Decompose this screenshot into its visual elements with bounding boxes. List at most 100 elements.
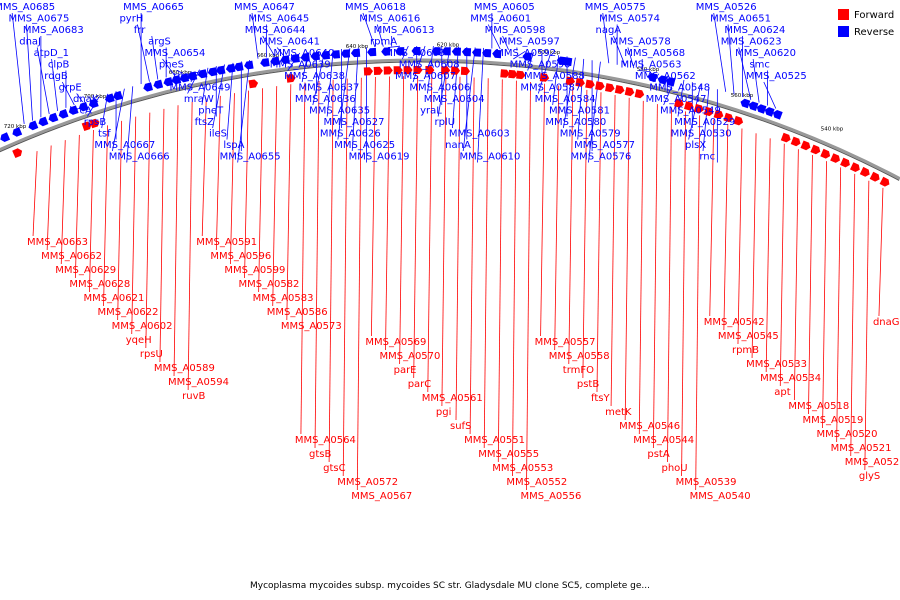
reverse-gene-label: MMS_A0644	[245, 25, 306, 36]
label-leader-line	[272, 86, 278, 307]
label-leader-line	[342, 78, 348, 477]
reverse-gene-arrow	[340, 49, 351, 58]
reverse-gene-label: MMS_A0683	[23, 25, 84, 36]
reverse-gene-label: rpmA	[370, 37, 397, 48]
label-leader-line	[779, 143, 785, 387]
forward-gene-label: rpsU	[140, 349, 163, 360]
forward-gene-label: parC	[408, 379, 432, 390]
reverse-gene-label: MMS_A0619	[349, 152, 410, 163]
forward-gene-label: pgi	[436, 407, 451, 418]
forward-gene-arrow	[403, 66, 413, 75]
forward-gene-arrow	[89, 118, 100, 129]
reverse-gene-label: frr	[134, 25, 146, 36]
reverse-gene-label: MMS_A0626	[320, 129, 381, 140]
reverse-gene-arrow	[756, 104, 767, 114]
genome-backbone	[0, 58, 900, 181]
reverse-gene-arrow	[215, 65, 226, 75]
label-leader-line	[258, 88, 264, 293]
reverse-gene-arrow	[78, 101, 89, 112]
label-leader-line	[540, 83, 545, 337]
reverse-gene-label: MMS_A0562	[635, 71, 696, 82]
map-caption: Mycoplasma mycoides subsp. mycoides SC s…	[250, 581, 650, 591]
forward-gene-label: glyS	[859, 471, 880, 482]
forward-gene-label: MMS_A0539	[676, 477, 737, 488]
label-leader-line	[262, 35, 276, 57]
legend-reverse-label: Reverse	[854, 27, 894, 38]
label-leader-line	[677, 79, 685, 117]
label-leader-line	[51, 58, 58, 111]
reverse-gene-label: MMS_A0577	[574, 140, 635, 151]
forward-gene-arrow	[286, 74, 296, 83]
forward-gene-label: MMS_A0594	[168, 377, 229, 388]
reverse-gene-label: lspA	[223, 140, 244, 151]
reverse-gene-label: MMS_A0651	[710, 14, 771, 25]
reverse-gene-arrow	[461, 48, 472, 57]
reverse-gene-arrow	[665, 77, 676, 87]
forward-gene-arrow	[614, 85, 625, 94]
label-leader-line	[850, 173, 856, 457]
label-leader-line	[751, 133, 757, 359]
tick-label: 640 kbp	[346, 44, 369, 50]
label-leader-line	[74, 134, 80, 279]
label-leader-line	[652, 104, 658, 449]
forward-gene-arrow	[684, 101, 694, 111]
reverse-gene-arrow	[270, 56, 280, 66]
label-leader-line	[681, 111, 686, 477]
label-leader-line	[112, 88, 125, 152]
label-leader-line	[513, 50, 526, 60]
forward-gene-arrow	[12, 148, 23, 158]
reverse-gene-label: dnaK	[73, 94, 99, 105]
reverse-gene-arrow	[207, 67, 218, 77]
reverse-gene-label: rpmF	[173, 71, 199, 82]
label-leader-line	[638, 100, 644, 435]
label-leader-line	[709, 119, 715, 317]
forward-gene-label: MMS_A0551	[464, 435, 525, 446]
reverse-gene-arrow	[197, 69, 208, 79]
label-leader-line	[577, 58, 585, 140]
label-leader-line	[151, 35, 159, 80]
reverse-gene-arrow	[290, 54, 300, 63]
label-leader-line	[864, 180, 870, 471]
forward-gene-arrow	[373, 66, 383, 75]
forward-gene-label: MMS_A0564	[295, 435, 356, 446]
reverse-gene-label: MMS_A0655	[220, 152, 281, 163]
legend-forward-label: Forward	[854, 10, 894, 21]
label-leader-line	[212, 64, 226, 129]
forward-gene-label: MMS_A0662	[41, 251, 102, 262]
label-leader-line	[627, 47, 635, 69]
reverse-gene-label: MMS_A0588	[524, 71, 585, 82]
label-leader-line	[251, 12, 259, 59]
forward-gene-arrow	[441, 66, 451, 75]
forward-gene-arrow	[383, 66, 393, 75]
forward-gene-label: dnaG	[873, 317, 900, 328]
reverse-gene-label: MMS_A0581	[549, 106, 610, 117]
legend-reverse-swatch	[838, 26, 849, 37]
forward-gene-arrow	[363, 67, 373, 76]
reverse-gene-label: ileS	[209, 129, 227, 140]
forward-gene-label: MMS_A0591	[196, 237, 257, 248]
forward-gene-arrow	[634, 89, 645, 99]
reverse-gene-label: plsX	[685, 140, 706, 151]
label-leader-line	[822, 161, 827, 429]
forward-gene-arrow	[248, 79, 259, 89]
label-leader-line	[36, 47, 50, 115]
reverse-gene-label: MMS_A0610	[460, 152, 521, 163]
label-leader-line	[610, 94, 616, 407]
reverse-gene-label: MMS_A0576	[570, 152, 631, 163]
reverse-gene-label: MMS_A0592	[495, 48, 556, 59]
label-leader-line	[286, 84, 292, 321]
reverse-gene-label: rplU	[434, 117, 455, 128]
label-leader-line	[667, 107, 672, 463]
forward-gene-label: MMS_A0544	[633, 435, 694, 446]
reverse-gene-arrow	[260, 58, 270, 67]
reverse-gene-arrow	[143, 82, 153, 92]
reverse-gene-label: nanA	[445, 140, 471, 151]
label-leader-line	[300, 82, 306, 435]
label-leader-line	[554, 85, 560, 351]
reverse-gene-label: rnc	[699, 152, 715, 163]
forward-gene-label: MMS_A0552	[506, 477, 567, 488]
reverse-gene-arrow	[381, 47, 391, 56]
forward-gene-arrow	[575, 78, 585, 87]
reverse-gene-arrow	[350, 48, 361, 58]
